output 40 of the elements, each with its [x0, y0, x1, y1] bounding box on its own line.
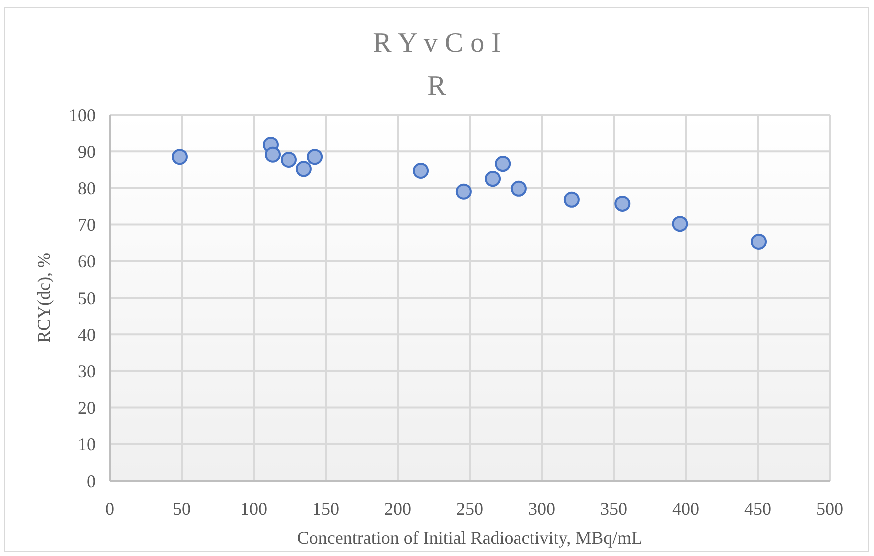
point: [172, 149, 188, 166]
y-tick-label: 30: [78, 362, 96, 382]
point: [614, 196, 631, 212]
y-tick-label: 50: [78, 288, 96, 308]
x-tick-label: 400: [672, 499, 700, 519]
y-tick-label: 100: [69, 105, 96, 126]
y-tick-label: 60: [78, 252, 96, 272]
x-tick-label: 200: [384, 499, 412, 519]
point: [485, 171, 502, 188]
point: [495, 156, 512, 172]
point: [296, 161, 312, 178]
y-tick-label: 0: [87, 471, 96, 492]
point: [564, 192, 580, 208]
x-tick-label: 250: [456, 499, 484, 519]
x-tick-label: 450: [744, 499, 772, 519]
chart-subtitle: R: [428, 71, 447, 102]
x-tick-label: 150: [312, 499, 340, 519]
point: [510, 180, 527, 197]
y-tick-label: 20: [78, 398, 96, 418]
y-tick-label: 80: [78, 178, 96, 198]
x-tick-label: 50: [173, 499, 191, 519]
y-tick-label: 90: [78, 142, 96, 162]
y-tick-label: 40: [78, 324, 96, 345]
point: [751, 234, 768, 250]
y-axis-title: RCY(dc), %: [34, 253, 54, 343]
y-tick-label: 70: [78, 215, 96, 236]
point: [265, 146, 282, 163]
x-tick-label: 300: [528, 499, 556, 519]
x-tick-label: 350: [600, 499, 628, 519]
x-tick-label: 0: [106, 499, 114, 519]
y-tick-label: 10: [78, 434, 96, 455]
point: [307, 149, 324, 166]
point: [413, 163, 430, 179]
x-tick-label: 100: [240, 499, 268, 519]
point: [280, 152, 297, 168]
chart-title: R Y v C o I: [373, 28, 501, 59]
point: [456, 184, 472, 200]
x-tick-label: 500: [816, 499, 844, 519]
x-axis-title: Concentration of Initial Radioactivity, MBq/mL: [297, 528, 643, 548]
point: [672, 216, 688, 232]
